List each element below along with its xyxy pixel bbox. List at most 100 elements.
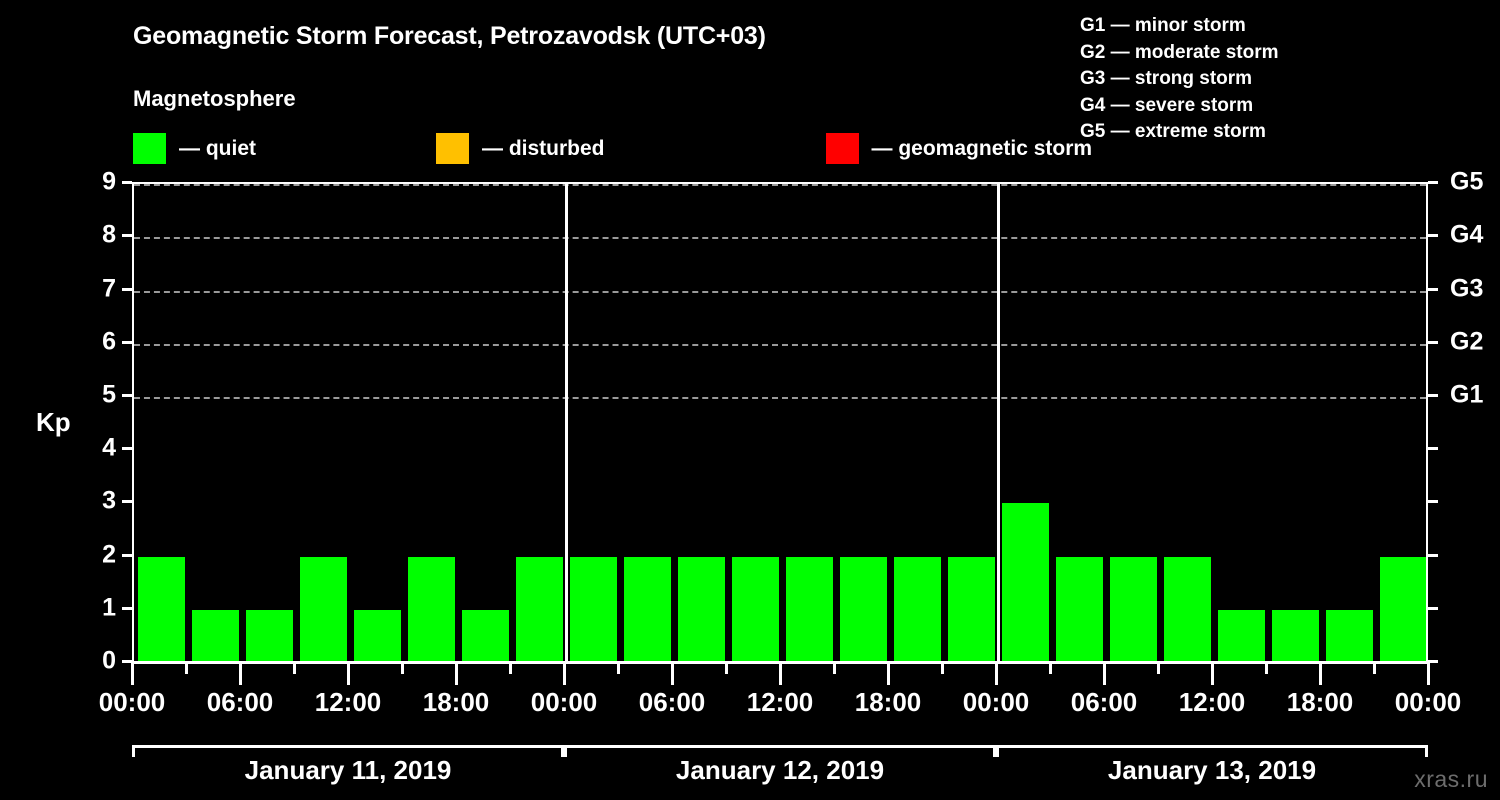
gridline (134, 343, 1426, 346)
y-axis-tick (122, 660, 132, 663)
g-scale-line: G5 — extreme storm (1080, 121, 1266, 142)
bar (299, 556, 347, 663)
x-axis-label: 00:00 (530, 687, 598, 717)
x-axis-tick (1210, 663, 1214, 685)
legend-item: — quiet (133, 133, 256, 164)
y-axis-label: 0 (102, 646, 116, 675)
y-axis-tick (122, 181, 132, 185)
x-axis-label: 18:00 (854, 687, 922, 717)
x-axis-tick (724, 663, 728, 674)
date-bracket-cap (564, 745, 567, 757)
x-axis-label: 06:00 (638, 687, 706, 717)
x-axis-tick (346, 663, 350, 685)
y-axis-tick (122, 287, 132, 291)
date-bracket-cap (996, 745, 999, 757)
x-axis-label: 18:00 (1286, 687, 1354, 717)
bar (191, 609, 239, 663)
g-axis-label: G4 (1450, 220, 1484, 249)
y-axis-title: Kp (36, 407, 71, 437)
x-axis-tick (400, 663, 404, 674)
date-bracket-cap (561, 745, 564, 757)
x-axis-label: 12:00 (314, 687, 382, 717)
bar (893, 556, 941, 663)
gridline (134, 290, 1426, 293)
bar (785, 556, 833, 663)
date-bracket-cap (1425, 745, 1428, 757)
x-axis-tick (778, 663, 782, 685)
y-axis-label: 6 (102, 327, 116, 356)
y-axis-tick-right (1428, 394, 1438, 397)
x-axis-label: 00:00 (962, 687, 1030, 717)
g-axis-label: G3 (1450, 274, 1484, 303)
g-scale-line: G3 — strong storm (1080, 68, 1253, 89)
date-bracket-cap (132, 745, 135, 757)
y-axis-tick-right (1428, 553, 1438, 557)
y-axis-tick (122, 394, 132, 397)
x-axis-tick (562, 663, 566, 685)
y-axis-tick (122, 234, 132, 238)
x-axis-tick (832, 663, 836, 674)
bar (1217, 609, 1265, 663)
y-axis-label: 8 (102, 220, 116, 249)
x-axis-label: 12:00 (1178, 687, 1246, 717)
y-axis-tick-right (1428, 660, 1438, 663)
bar (515, 556, 563, 663)
day-divider (996, 184, 1000, 663)
y-axis-label: 9 (102, 167, 116, 196)
y-axis-label: 1 (102, 593, 116, 622)
magnetosphere-legend: — quiet — disturbed — geomagnetic storm (133, 133, 1092, 164)
y-axis-tick (122, 500, 132, 504)
x-axis-tick (292, 663, 296, 674)
x-axis-tick (1048, 663, 1052, 674)
date-bracket (132, 745, 564, 748)
date-bracket (996, 745, 1428, 748)
bar (677, 556, 725, 663)
red-square-icon (825, 133, 859, 164)
bar (461, 609, 509, 663)
date-label: January 11, 2019 (244, 755, 452, 785)
legend-item: — disturbed (436, 133, 605, 164)
x-axis-tick (184, 663, 188, 674)
x-axis-tick (508, 663, 512, 674)
bar (569, 556, 617, 663)
bar (1379, 556, 1426, 663)
x-axis-label: 18:00 (422, 687, 490, 717)
g-axis-label: G2 (1450, 327, 1484, 356)
bar (1109, 556, 1157, 663)
x-axis-tick (1264, 663, 1268, 674)
gridline (134, 184, 1426, 187)
legend-heading: Magnetosphere (133, 86, 296, 111)
x-axis-tick (1156, 663, 1160, 674)
gridline (134, 237, 1426, 240)
bar (1163, 556, 1211, 663)
y-axis-label: 2 (102, 540, 116, 569)
y-axis-label: 4 (102, 433, 116, 462)
bar (245, 609, 293, 663)
date-bracket-cap (993, 745, 996, 757)
x-axis-label: 06:00 (1070, 687, 1138, 717)
x-axis-tick (1372, 663, 1376, 674)
bar (353, 609, 401, 663)
orange-square-icon (436, 133, 469, 164)
page-title: Geomagnetic Storm Forecast, Petrozavodsk… (133, 22, 766, 50)
y-axis-label: 3 (102, 486, 116, 515)
legend-item-label: — geomagnetic storm (871, 136, 1093, 160)
bar (1325, 609, 1373, 663)
x-axis-tick (454, 663, 458, 685)
green-square-icon (133, 133, 166, 164)
x-axis-tick (1318, 663, 1322, 685)
g-scale-legend: G1 — minor storm G2 — moderate storm G3 — … (1080, 13, 1279, 146)
y-axis-tick (122, 606, 132, 610)
bar (731, 556, 779, 663)
y-axis-tick-right (1428, 606, 1438, 610)
y-axis-tick (122, 553, 132, 557)
date-label: January 12, 2019 (675, 755, 885, 785)
y-axis-tick-right (1428, 234, 1438, 238)
x-axis-tick (994, 663, 998, 685)
bar (1055, 556, 1103, 663)
bar (839, 556, 887, 663)
g-scale-line: G4 — severe storm (1080, 94, 1254, 116)
bar (1001, 503, 1049, 663)
date-bracket (564, 745, 996, 748)
